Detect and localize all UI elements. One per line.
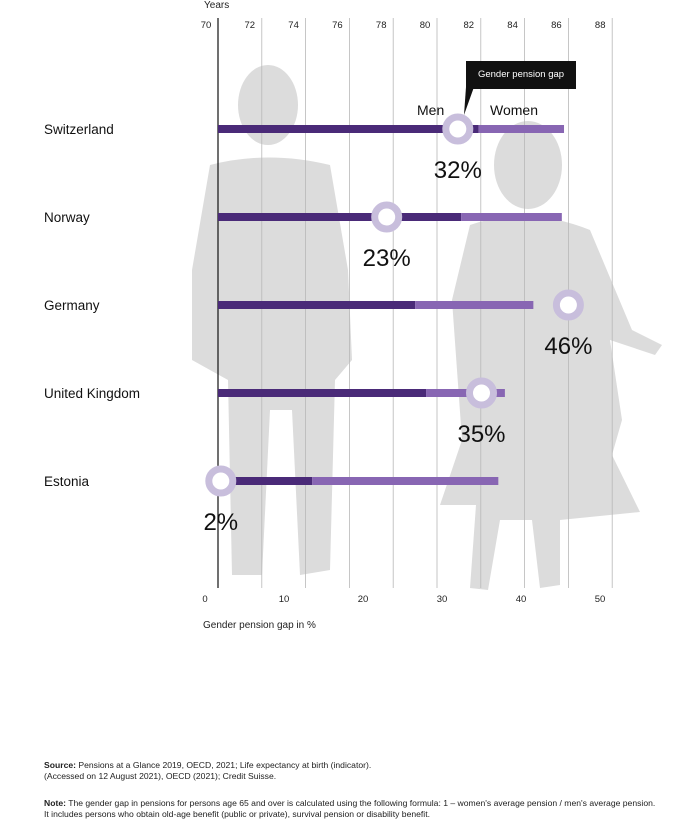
bottom-axis-title: Gender pension gap in % (203, 620, 316, 631)
women-life-expectancy-bar (478, 125, 565, 133)
gender-pension-gap-chart: 70 72 74 76 78 80 82 84 86 88 0 10 20 30 40 50 Switzer… (44, 18, 662, 605)
bottom-tick-label: 10 (279, 594, 290, 605)
top-axis-title: Years (204, 0, 230, 11)
country-label: Switzerland (44, 122, 114, 137)
country-rows: Switzerland 32% Norway 23% Germany 46% United … (44, 113, 592, 536)
gap-value-label: 35% (457, 421, 505, 448)
gap-value-label: 46% (544, 333, 592, 360)
men-life-expectancy-bar (218, 301, 416, 309)
source-footnote: Source: Pensions at a Glance 2019, OECD,… (44, 760, 659, 782)
bottom-tick-label: 40 (516, 594, 527, 605)
top-tick-label: 70 (201, 20, 212, 31)
gap-callout-box: Gender pension gap (466, 61, 576, 89)
women-life-expectancy-bar (426, 389, 505, 397)
top-tick-label: 74 (288, 20, 299, 31)
top-tick-label: 86 (551, 20, 562, 31)
men-life-expectancy-bar (218, 125, 479, 133)
women-life-expectancy-bar (312, 477, 499, 485)
gap-marker (442, 113, 474, 145)
country-row: Germany 46% (44, 289, 592, 360)
gap-value-label: 23% (363, 245, 411, 272)
top-tick-label: 84 (507, 20, 518, 31)
country-label: Germany (44, 298, 100, 313)
source-text-2: (Accessed on 12 August 2021), OECD (2021… (44, 771, 277, 781)
country-row: Switzerland 32% (44, 113, 565, 184)
country-row: United Kingdom 35% (44, 377, 506, 448)
legend-men: Men (417, 102, 445, 118)
top-tick-label: 82 (464, 20, 475, 31)
legend-women: Women (490, 102, 538, 118)
note-text: The gender gap in pensions for persons a… (44, 798, 656, 819)
country-label: United Kingdom (44, 386, 140, 401)
country-label: Norway (44, 210, 90, 225)
gap-marker (552, 289, 584, 321)
top-tick-label: 78 (376, 20, 387, 31)
bottom-tick-label: 0 (202, 594, 207, 605)
men-life-expectancy-bar (218, 213, 462, 221)
bottom-tick-label: 50 (595, 594, 606, 605)
women-life-expectancy-bar (461, 213, 562, 221)
top-axis-ticks: 70 72 74 76 78 80 82 84 86 88 (201, 20, 606, 31)
country-label: Estonia (44, 474, 90, 489)
gap-value-label: 32% (434, 157, 482, 184)
bottom-tick-label: 20 (358, 594, 369, 605)
gap-value-label: 2% (203, 509, 238, 536)
silhouette-group (192, 65, 662, 590)
country-row: Estonia 2% (44, 465, 499, 536)
callout-pointer (464, 87, 474, 115)
country-row: Norway 23% (44, 201, 562, 272)
men-life-expectancy-bar (218, 389, 427, 397)
gap-marker (205, 465, 237, 497)
top-tick-label: 76 (332, 20, 343, 31)
source-text: Pensions at a Glance 2019, OECD, 2021; L… (78, 760, 372, 770)
gap-marker (371, 201, 403, 233)
women-life-expectancy-bar (415, 301, 534, 309)
top-tick-label: 72 (245, 20, 256, 31)
note-label: Note: (44, 798, 66, 808)
note-footnote: Note: The gender gap in pensions for per… (44, 798, 659, 820)
men-life-expectancy-bar (218, 477, 313, 485)
top-tick-label: 88 (595, 20, 606, 31)
bottom-axis-ticks: 0 10 20 30 40 50 (202, 594, 605, 605)
gap-marker (466, 377, 497, 409)
top-tick-label: 80 (420, 20, 431, 31)
source-label: Source: (44, 760, 76, 770)
bottom-tick-label: 30 (437, 594, 448, 605)
